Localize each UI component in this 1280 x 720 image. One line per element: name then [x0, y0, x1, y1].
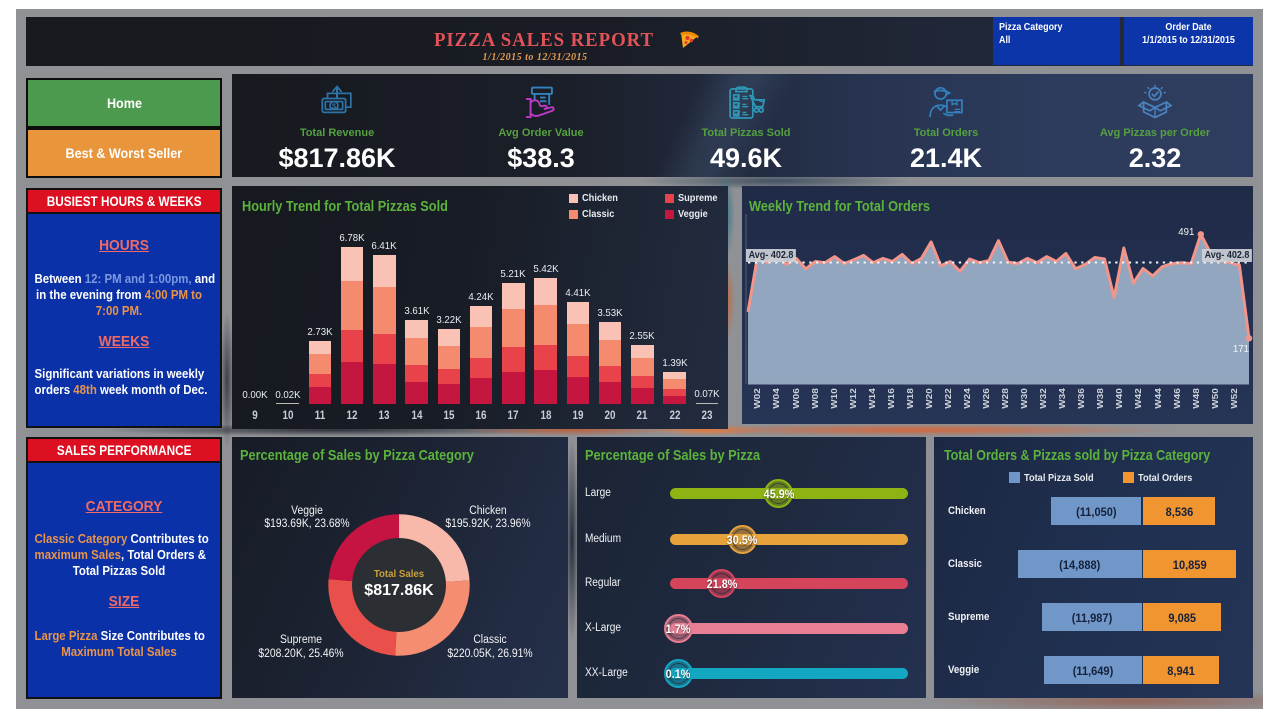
svg-text:$: $	[332, 101, 336, 110]
